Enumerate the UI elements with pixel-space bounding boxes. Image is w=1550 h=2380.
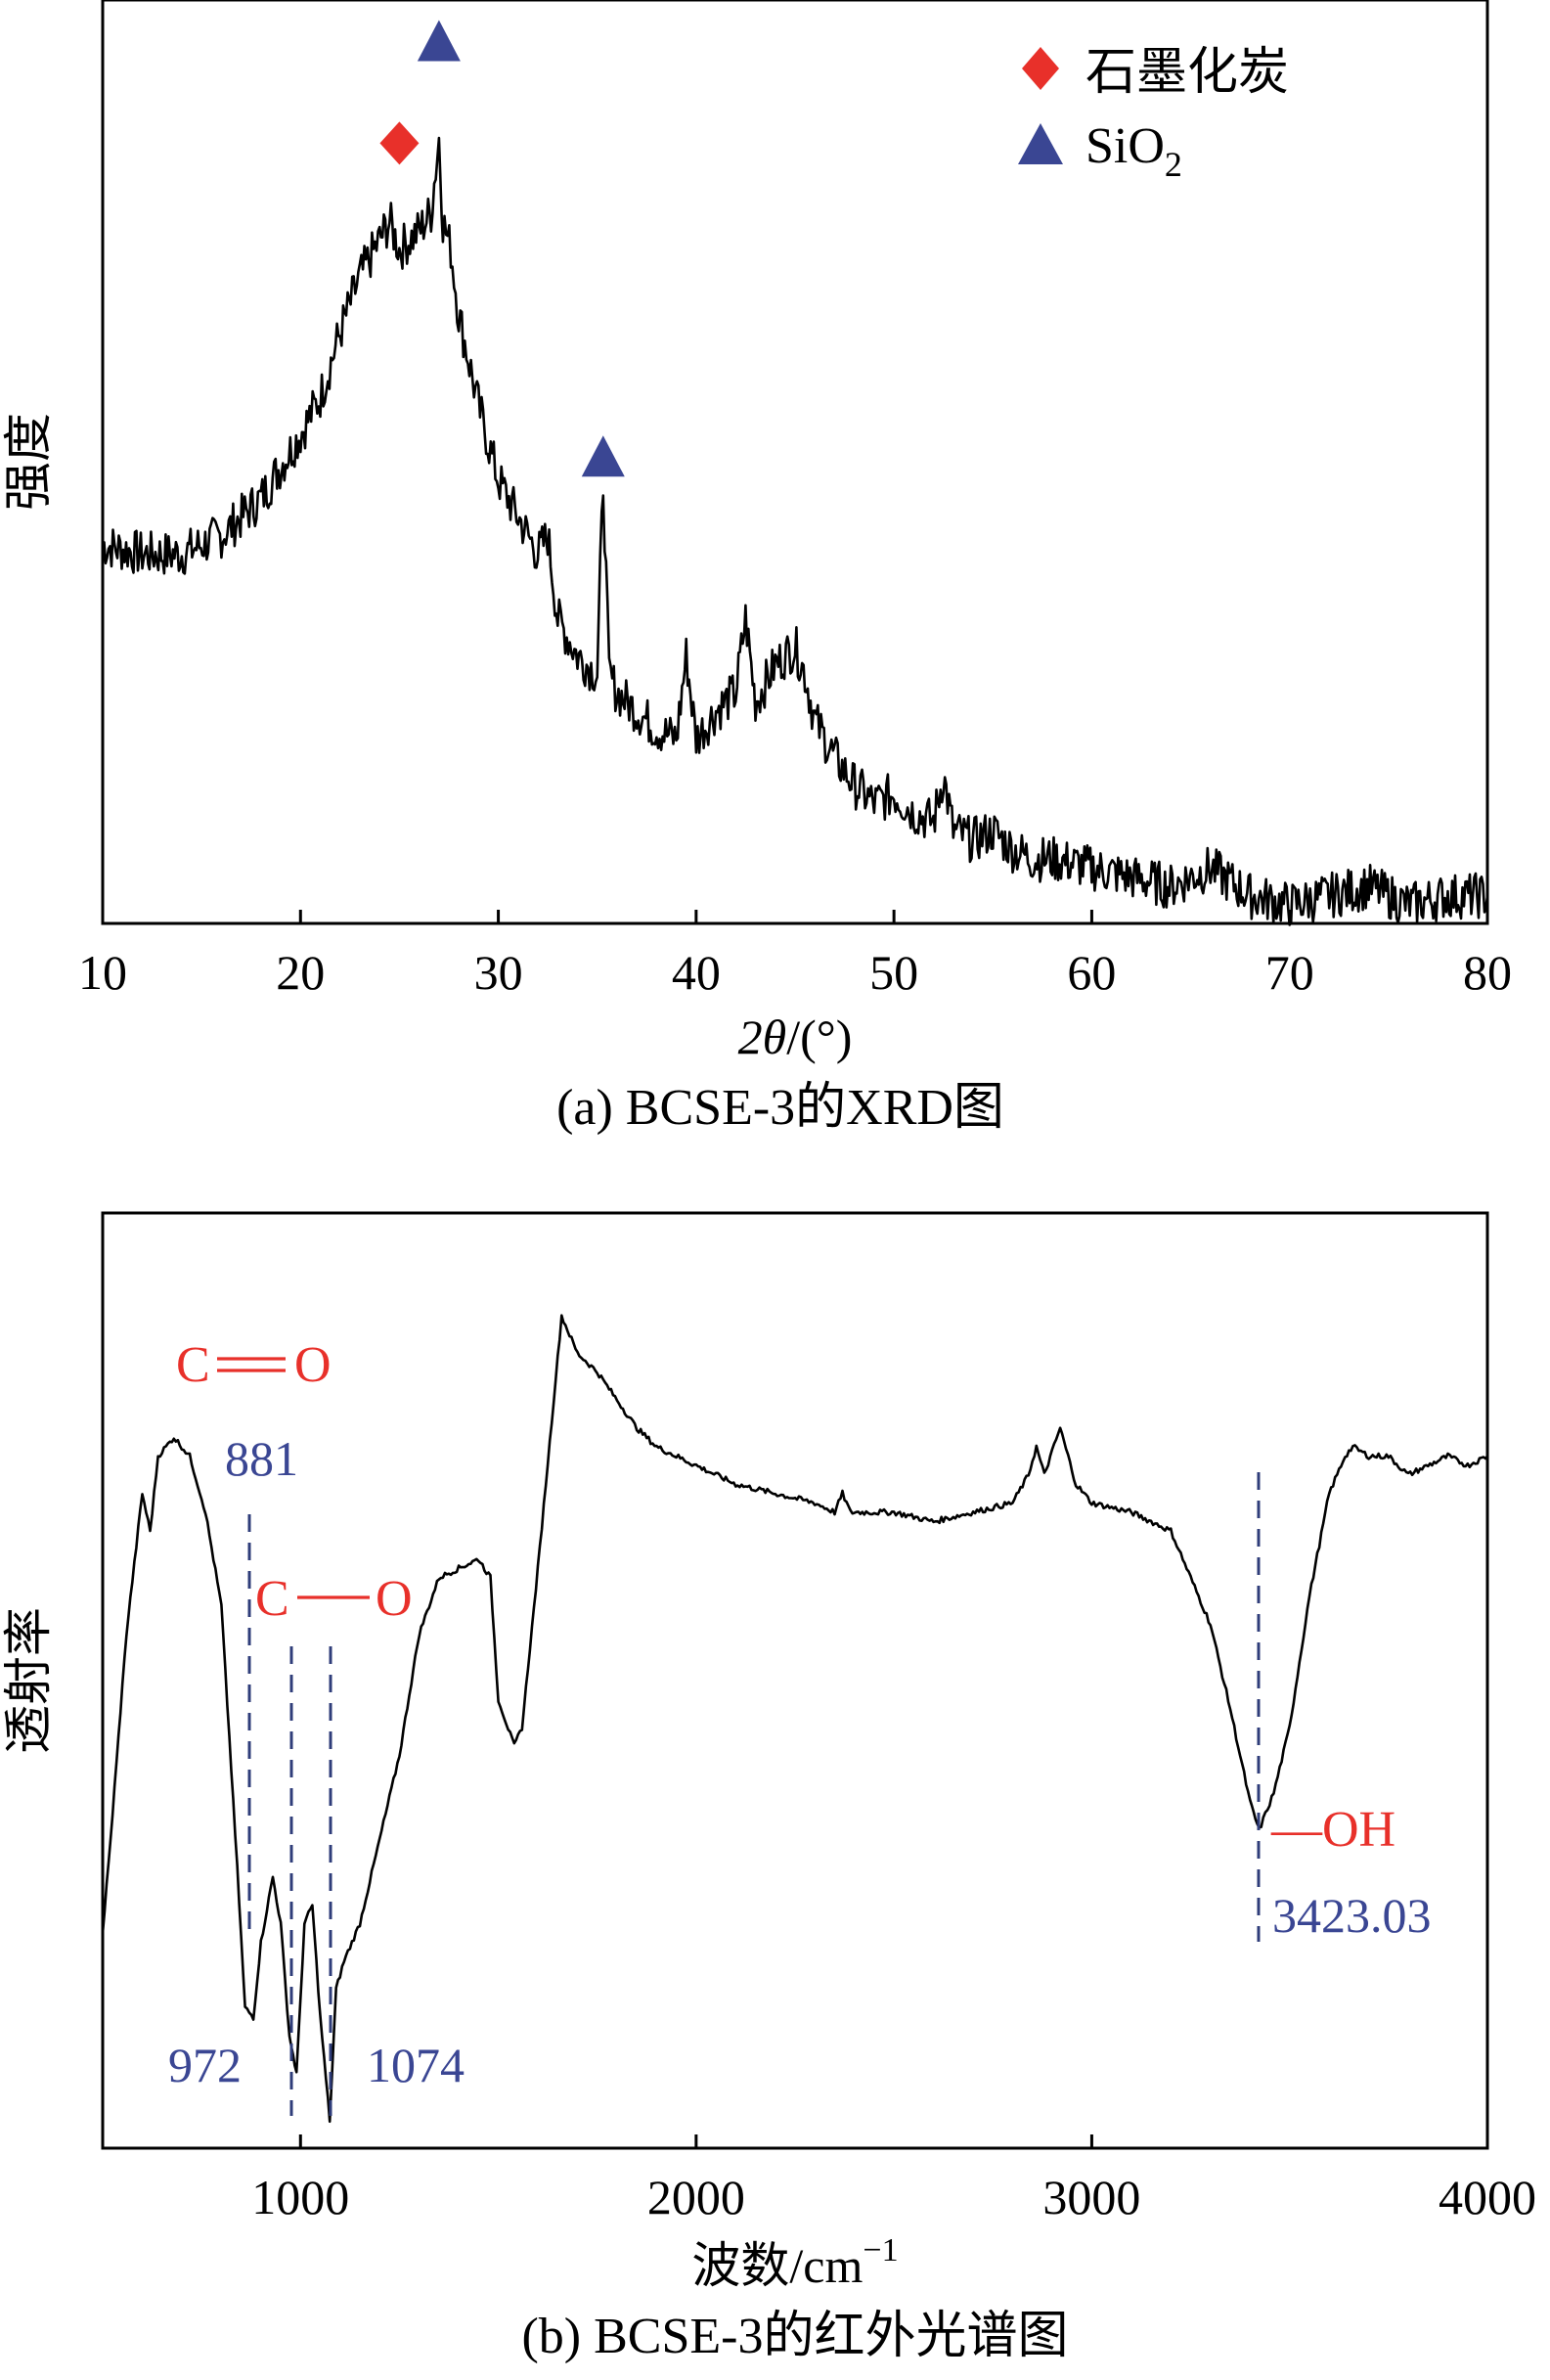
panel-a-caption: (a) BCSE-3的XRD图 xyxy=(556,1080,1004,1136)
wavenumber-1074: 1074 xyxy=(367,2038,465,2092)
panel-b-x-main: 波数/cm xyxy=(691,2238,863,2293)
panel-a-xrd-chart: 10 20 30 40 50 60 70 80 石墨化炭 SiO2 强度 2θ/(°) (a)… xyxy=(1,0,1512,1136)
panel-a-frame xyxy=(101,0,1489,925)
x-tick-label-70: 70 xyxy=(1265,945,1314,1000)
wavenumber-881: 881 xyxy=(225,1431,298,1486)
legend-label-graphitized-carbon: 石墨化炭 xyxy=(1085,45,1289,101)
panel-b-frame xyxy=(101,1211,1489,2150)
panel-a-x-unit: /(°) xyxy=(786,1010,852,1064)
panel-b-caption: (b) BCSE-3的红外光谱图 xyxy=(521,2309,1068,2364)
panel-a-x-axis-title: 2θ/(°) xyxy=(738,1010,853,1064)
legend-triangle-marker xyxy=(1018,123,1063,164)
x-tick-label-10: 10 xyxy=(78,945,127,1000)
panel-a-xrd-line xyxy=(101,136,1489,926)
c-double-o-right: O xyxy=(294,1337,332,1393)
panel-b-ftir-line xyxy=(101,1314,1488,2124)
legend-sio2-sub: 2 xyxy=(1165,145,1182,184)
peak-marker-triangle-1 xyxy=(417,20,461,62)
panel-a-x-var: 2θ xyxy=(738,1010,787,1064)
c-double-o-left: C xyxy=(176,1337,210,1393)
annotation-oh: —OH 3423.03 xyxy=(1270,1802,1432,1943)
panel-b-y-axis-title: 透射率 xyxy=(1,1607,56,1754)
c-single-o-left: C xyxy=(255,1571,289,1627)
x-tick-label-4000: 4000 xyxy=(1439,2170,1536,2224)
x-tick-label-1000: 1000 xyxy=(251,2170,349,2224)
x-tick-label-2000: 2000 xyxy=(647,2170,745,2224)
panel-a-peak-markers xyxy=(379,20,625,477)
x-tick-label-50: 50 xyxy=(869,945,918,1000)
panel-b-x-ticks: 1000 2000 3000 4000 xyxy=(251,2134,1536,2224)
legend-label-sio2: SiO2 xyxy=(1085,118,1182,184)
panel-b-ftir-chart: 1000 2000 3000 4000 C O 881 C O 972 1074 —O… xyxy=(1,1211,1536,2364)
panel-b-x-axis-title: 波数/cm−1 xyxy=(691,2232,898,2293)
wavenumber-3423: 3423.03 xyxy=(1272,1888,1432,1943)
c-single-o-right: O xyxy=(376,1571,413,1627)
peak-marker-triangle-2 xyxy=(581,435,625,477)
x-tick-label-20: 20 xyxy=(276,945,325,1000)
x-tick-label-80: 80 xyxy=(1463,945,1512,1000)
annotation-c-single-o: C O 972 1074 xyxy=(168,1571,465,2092)
peak-marker-diamond-0 xyxy=(379,121,420,165)
panel-b-x-sup: −1 xyxy=(863,2232,898,2268)
annotation-c-double-o: C O 881 xyxy=(176,1337,332,1486)
x-tick-label-30: 30 xyxy=(474,945,523,1000)
panel-a-legend: 石墨化炭 SiO2 xyxy=(1018,45,1289,184)
x-tick-label-60: 60 xyxy=(1067,945,1116,1000)
oh-label: —OH xyxy=(1270,1802,1395,1858)
legend-sio2-main: SiO xyxy=(1085,118,1165,174)
x-tick-label-3000: 3000 xyxy=(1042,2170,1140,2224)
x-tick-label-40: 40 xyxy=(672,945,721,1000)
legend-diamond-marker xyxy=(1022,47,1059,90)
panel-a-x-ticks: 10 20 30 40 50 60 70 80 xyxy=(78,910,1512,1000)
panel-a-y-axis-title: 强度 xyxy=(1,413,56,511)
wavenumber-972: 972 xyxy=(168,2038,242,2092)
